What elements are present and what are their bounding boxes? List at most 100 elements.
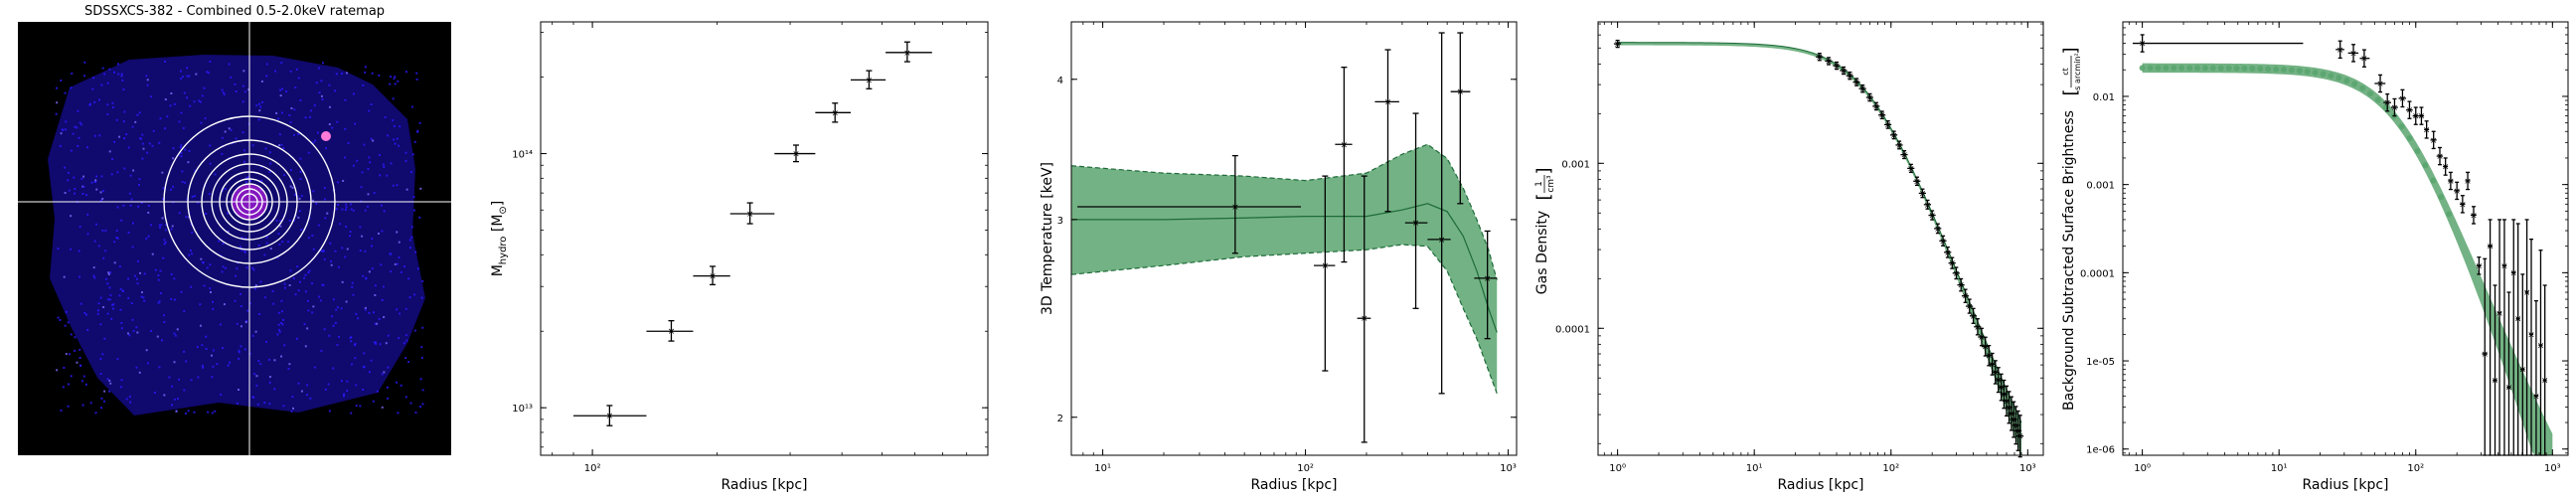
ratemap-pixel [106,82,109,84]
ratemap-pixel [184,181,187,184]
brightness-point-marker: × [2412,112,2420,122]
ratemap-pixel [125,398,128,401]
ratemap-pixel [292,219,295,222]
ratemap-pixel [64,324,67,327]
ratemap-pixel [69,353,72,356]
mass-ytick-label: 10¹³ [512,404,533,415]
ratemap-pixel [382,163,385,166]
ratemap-pixel [397,337,400,340]
brightness-model-marker [2209,65,2216,72]
ratemap-pixel [380,204,383,207]
ratemap-pixel [413,293,416,296]
temperature-model-band [1071,144,1498,394]
ratemap-pixel [321,62,324,65]
ratemap-pixel [73,176,76,179]
ratemap-pixel [100,84,103,86]
ratemap-pixel [312,199,315,202]
ratemap-pixel [129,174,132,177]
ratemap-pixel [69,248,72,250]
ratemap-pixel [218,240,221,243]
ratemap-pixel [120,321,123,324]
ratemap-pixel [390,76,393,79]
ratemap-pixel [172,157,175,160]
ratemap-pixel [273,359,276,362]
ratemap-pixel [158,224,161,227]
ratemap-pixel [164,98,167,101]
ratemap-pixel [421,403,424,406]
ratemap-pixel [77,109,80,112]
density-point-marker: × [1913,177,1921,187]
temperature-point-marker: × [1484,274,1492,284]
ratemap-pixel [170,91,173,94]
ratemap-pixel [92,274,95,277]
ratemap-pixel [265,340,268,343]
ratemap-pixel [269,248,272,250]
ratemap-pixel [89,402,92,405]
ratemap-pixel [158,227,161,230]
ratemap-pixel [183,350,186,353]
ratemap-pixel [289,269,292,272]
brightness-ytick-label: 1e-06 [2086,445,2115,456]
ratemap-pixel [344,156,347,159]
ratemap-pixel [341,247,344,250]
ratemap-pixel [147,235,150,238]
ratemap-pixel [224,130,227,133]
ratemap-pixel [90,181,93,184]
ratemap-pixel [240,325,242,328]
ratemap-pixel [341,208,344,211]
density-xtick-label: 10² [1882,463,1899,474]
temperature-xlabel: Radius [kpc] [1250,477,1337,493]
ratemap-pixel [396,137,399,140]
ratemap-pixel [221,88,224,91]
ratemap-pixel [321,98,324,101]
ratemap-pixel [321,283,324,286]
ratemap-pixel [330,315,333,318]
ratemap-pixel [178,378,181,381]
ratemap-pixel [323,257,326,260]
ratemap-pixel [352,209,355,212]
ratemap-pixel [360,186,363,189]
ratemap-pixel [243,149,246,152]
ratemap-pixel [368,311,371,314]
ratemap-pixel [376,322,379,325]
density-ylabel-bracket-close: ] [1533,167,1554,174]
ratemap-pixel [370,137,373,140]
ratemap-pixel [260,100,263,103]
ratemap-pixel [108,298,111,301]
mass-point-marker: × [866,76,874,85]
ratemap-pixel [280,143,283,146]
brightness-model-marker [2186,65,2193,72]
density-point-marker: × [1825,57,1833,67]
ratemap-pixel [334,250,337,252]
ratemap-pixel [136,331,139,334]
brightness-point-marker: × [2336,46,2344,56]
ratemap-pixel [185,216,188,219]
ratemap-pixel [130,302,133,305]
ratemap-pixel [315,82,318,84]
brightness-model-marker [2217,65,2224,72]
density-point-marker: × [1878,111,1886,121]
ratemap-pixel [335,208,338,211]
ratemap-pixel [332,324,335,327]
ratemap-pixel [209,287,212,290]
ratemap-pixel [418,121,421,124]
ratemap-pixel [234,274,237,277]
ratemap-pixel [128,395,131,398]
ratemap-pixel [120,327,123,330]
ratemap-pixel [108,150,111,153]
ratemap-pixel [349,235,352,238]
ratemap-pixel [278,330,281,333]
ratemap-pixel [117,135,120,138]
ratemap-pixel [372,139,375,142]
ratemap-pixel [278,244,281,247]
ratemap-pixel [180,155,183,158]
temperature-point-marker: × [1412,219,1420,229]
ratemap-pixel [207,411,210,414]
ratemap-pixel [280,321,283,324]
ratemap-pixel [67,405,70,408]
brightness-point-marker: × [2447,177,2455,187]
ratemap-pixel [98,134,101,137]
density-ylabel-text: Gas Density [1534,211,1550,294]
ratemap-pixel [329,242,332,245]
ratemap-pixel [172,185,175,188]
